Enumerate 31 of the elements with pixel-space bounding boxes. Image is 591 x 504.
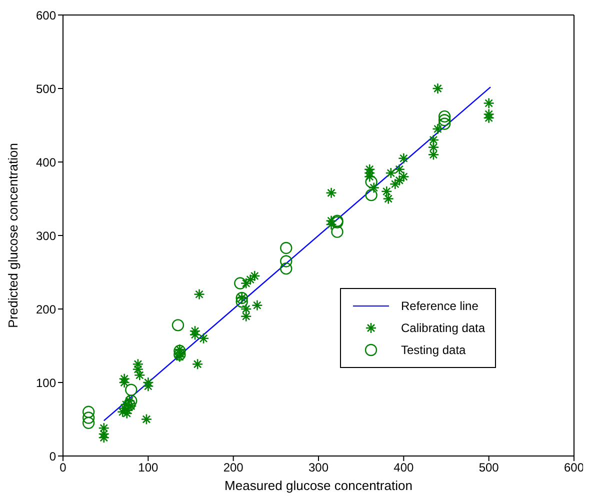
- legend-label: Calibrating data: [401, 321, 486, 335]
- point: [438, 118, 451, 130]
- point: [172, 319, 184, 332]
- y-tick-label: 300: [36, 228, 56, 243]
- legend-label: Reference line: [401, 299, 478, 313]
- x-tick-label: 200: [223, 460, 244, 475]
- x-tick-label: 400: [394, 460, 414, 475]
- point: [438, 114, 451, 126]
- x-tick-label: 500: [478, 460, 500, 475]
- point: [280, 255, 292, 268]
- point: [280, 242, 292, 254]
- y-tick-label: 100: [36, 376, 56, 390]
- y-tick-label: 400: [36, 155, 56, 170]
- point: [365, 188, 378, 202]
- x-tick-label: 0: [60, 460, 67, 475]
- point: [82, 416, 95, 430]
- x-axis-title: Measured glucose concentration: [224, 478, 412, 493]
- y-tick-label: 600: [36, 8, 56, 22]
- y-axis-title: Predicted glucose concentration: [6, 142, 21, 328]
- x-tick-label: 300: [308, 460, 329, 475]
- x-tick-label: 100: [138, 460, 158, 475]
- point: [82, 406, 95, 418]
- y-tick-label: 500: [36, 82, 56, 96]
- point: [125, 384, 138, 396]
- y-tick-label: 200: [36, 302, 56, 316]
- point: [438, 110, 451, 123]
- point: [82, 412, 95, 424]
- point: [280, 262, 292, 275]
- y-tick-label: 0: [49, 449, 56, 464]
- point: [331, 226, 344, 238]
- legend-label: Testing data: [401, 343, 466, 357]
